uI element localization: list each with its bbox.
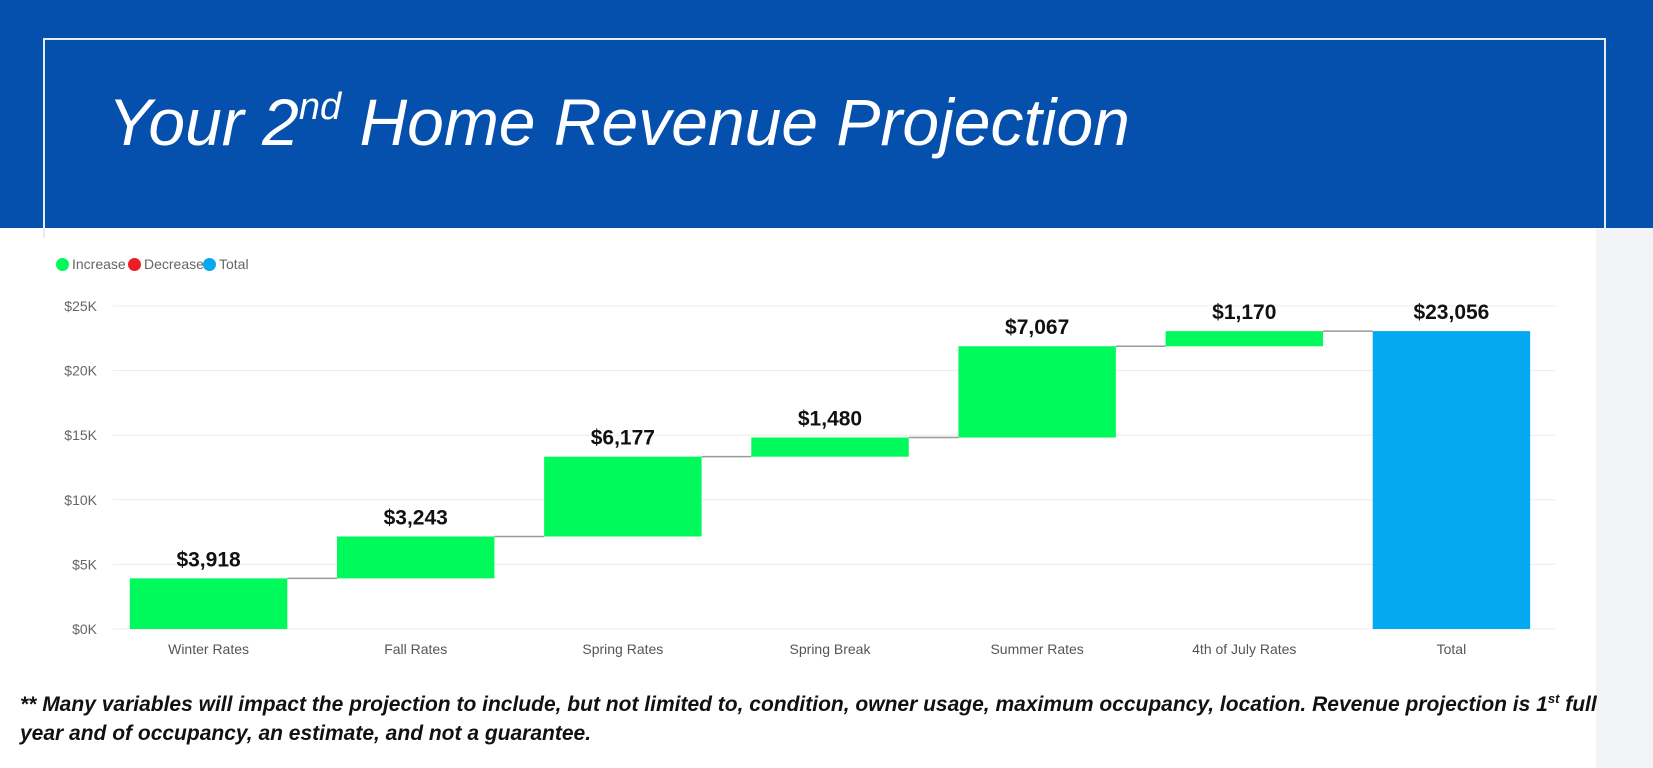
legend-dot-decrease bbox=[128, 257, 141, 271]
y-tick-label: $0K bbox=[72, 621, 98, 637]
footnote-text-2: full year and of occupancy, an estimate,… bbox=[20, 693, 1597, 745]
y-tick-label: $20K bbox=[64, 363, 97, 379]
data-label: $6,177 bbox=[591, 427, 655, 450]
bar bbox=[129, 578, 288, 629]
footnote-superscript: st bbox=[1547, 691, 1560, 706]
legend-label-decrease: Decrease bbox=[144, 256, 204, 272]
x-tick-label: Spring Break bbox=[790, 641, 872, 657]
y-tick-label: $5K bbox=[72, 556, 98, 572]
footnote: ** Many variables will impact the projec… bbox=[20, 690, 1640, 748]
bar bbox=[751, 437, 909, 457]
data-label: $3,918 bbox=[176, 548, 241, 571]
x-tick-label: Fall Rates bbox=[384, 641, 447, 657]
y-tick-label: $25K bbox=[64, 298, 97, 314]
header-banner: Your 2nd Home Revenue Projection bbox=[0, 0, 1653, 238]
title-superscript: nd bbox=[298, 86, 342, 128]
bar bbox=[544, 456, 702, 537]
legend-item-increase: Increase bbox=[56, 256, 126, 272]
legend-label-increase: Increase bbox=[72, 256, 126, 272]
bar bbox=[1165, 331, 1323, 347]
data-label: $3,243 bbox=[384, 506, 448, 529]
bar bbox=[337, 536, 495, 579]
data-label: $1,480 bbox=[798, 408, 862, 431]
side-strip bbox=[1596, 228, 1653, 768]
legend-dot-increase bbox=[56, 257, 69, 271]
legend-item-total: Total bbox=[203, 256, 249, 272]
footnote-text-1: Many variables will impact the projectio… bbox=[36, 693, 1548, 716]
legend-label-total: Total bbox=[219, 256, 249, 272]
x-tick-label: 4th of July Rates bbox=[1192, 641, 1296, 657]
bar bbox=[958, 346, 1116, 438]
y-tick-label: $10K bbox=[64, 492, 97, 508]
bar bbox=[1372, 331, 1531, 629]
x-tick-label: Summer Rates bbox=[990, 641, 1083, 657]
title-pre: Your 2 bbox=[108, 85, 299, 159]
data-label: $23,056 bbox=[1413, 301, 1489, 324]
legend-dot-total bbox=[203, 257, 216, 271]
x-tick-label: Total bbox=[1437, 641, 1467, 657]
footnote-stars: ** bbox=[20, 693, 37, 716]
x-tick-label: Spring Rates bbox=[582, 641, 663, 657]
legend-item-decrease: Decrease bbox=[128, 256, 204, 272]
y-tick-label: $15K bbox=[64, 427, 97, 443]
header-frame bbox=[43, 38, 1606, 238]
x-tick-label: Winter Rates bbox=[168, 641, 249, 657]
data-label: $1,170 bbox=[1212, 301, 1276, 324]
page-title: Your 2nd Home Revenue Projection bbox=[108, 82, 1130, 162]
data-label: $7,067 bbox=[1005, 316, 1069, 339]
title-post: Home Revenue Projection bbox=[341, 85, 1130, 159]
